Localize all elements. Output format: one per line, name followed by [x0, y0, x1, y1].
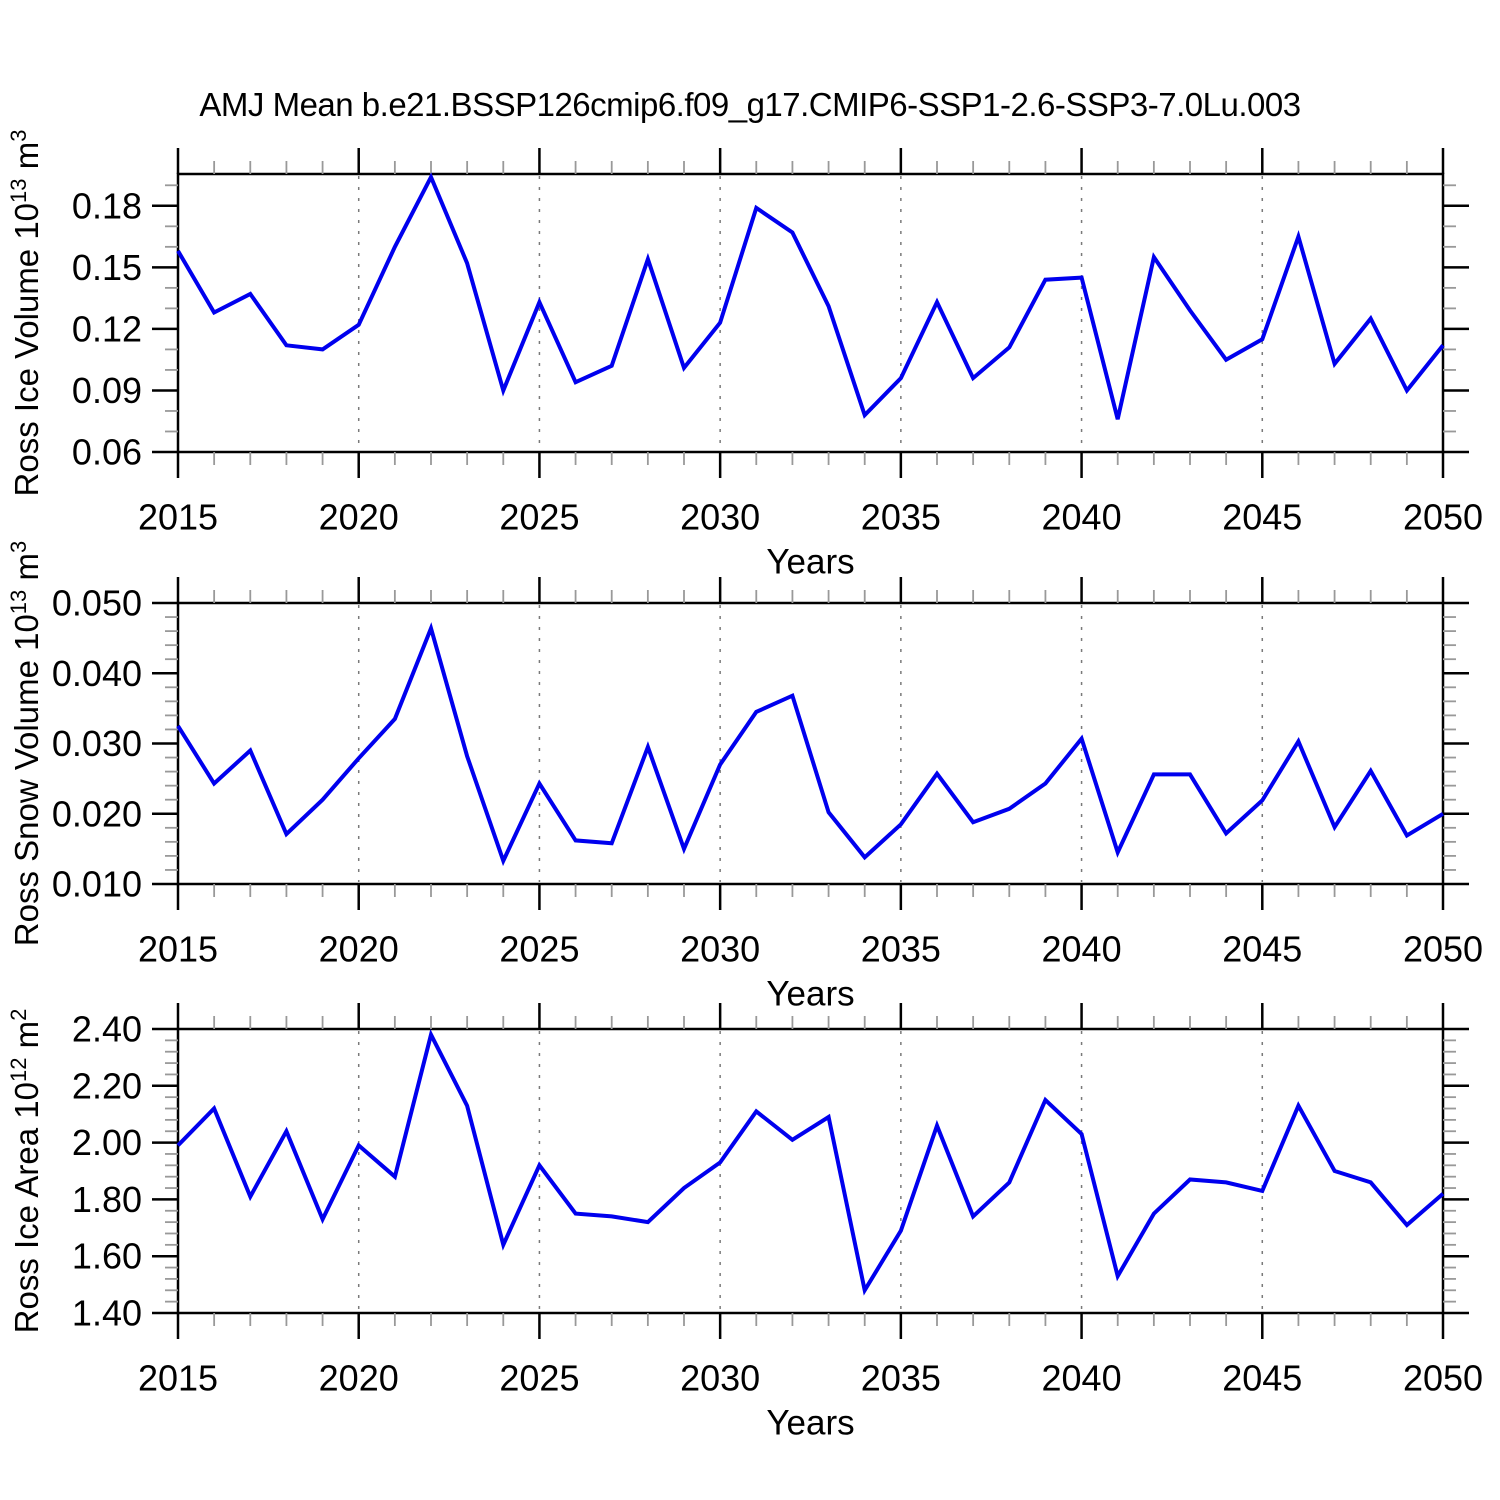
data-line-ross-snow-volume — [176, 622, 1445, 867]
x-tick-label: 2045 — [1222, 929, 1302, 970]
x-tick-label: 2030 — [680, 929, 760, 970]
x-tick-label: 2035 — [861, 497, 941, 538]
x-tick-label: 2035 — [861, 1358, 941, 1399]
x-axis-title: Years — [766, 975, 854, 1014]
y-axis-title: Ross Ice Volume 1013 m3 — [6, 130, 45, 497]
x-tick-label: 2020 — [319, 1358, 399, 1399]
x-tick-label: 2020 — [319, 497, 399, 538]
y-tick-label: 0.06 — [72, 432, 142, 473]
data-line-ross-ice-area — [176, 1029, 1445, 1296]
y-tick-label: 2.40 — [72, 1009, 142, 1050]
y-tick-label: 1.60 — [72, 1236, 142, 1277]
x-tick-label: 2025 — [499, 497, 579, 538]
y-axis-title: Ross Snow Volume 1013 m3 — [6, 541, 45, 946]
plot-frame — [176, 1027, 1445, 1315]
y-tick-label: 0.010 — [52, 864, 142, 905]
figure-title: AMJ Mean b.e21.BSSP126cmip6.f09_g17.CMIP… — [199, 86, 1301, 123]
x-tick-label: 2020 — [319, 929, 399, 970]
x-tick-label: 2015 — [138, 497, 218, 538]
x-tick-label: 2040 — [1042, 497, 1122, 538]
x-tick-label: 2050 — [1403, 1358, 1483, 1399]
x-tick-label: 2035 — [861, 929, 941, 970]
x-tick-label: 2030 — [680, 1358, 760, 1399]
y-tick-label: 0.030 — [52, 723, 142, 764]
x-tick-label: 2040 — [1042, 929, 1122, 970]
x-tick-label: 2045 — [1222, 497, 1302, 538]
plot-frame — [176, 172, 1445, 454]
x-tick-label: 2040 — [1042, 1358, 1122, 1399]
x-tick-label: 2025 — [499, 1358, 579, 1399]
x-axis-title: Years — [766, 543, 854, 582]
x-tick-label: 2045 — [1222, 1358, 1302, 1399]
x-tick-label: 2025 — [499, 929, 579, 970]
y-tick-label: 0.15 — [72, 247, 142, 288]
y-axis-title: Ross Ice Area 1012 m2 — [6, 1009, 45, 1334]
y-tick-label: 0.12 — [72, 308, 142, 349]
y-tick-label: 2.20 — [72, 1065, 142, 1106]
y-tick-label: 0.09 — [72, 370, 142, 411]
x-tick-label: 2050 — [1403, 497, 1483, 538]
y-tick-label: 1.40 — [72, 1293, 142, 1334]
y-tick-label: 0.18 — [72, 185, 142, 226]
y-tick-label: 0.050 — [52, 583, 142, 624]
y-tick-label: 0.020 — [52, 793, 142, 834]
y-tick-label: 1.80 — [72, 1179, 142, 1220]
x-tick-label: 2050 — [1403, 929, 1483, 970]
x-tick-label: 2015 — [138, 929, 218, 970]
x-tick-label: 2030 — [680, 497, 760, 538]
y-tick-label: 2.00 — [72, 1122, 142, 1163]
x-axis-title: Years — [766, 1404, 854, 1443]
plot-frame — [176, 601, 1445, 886]
x-tick-label: 2015 — [138, 1358, 218, 1399]
data-line-ross-ice-volume — [176, 172, 1445, 420]
y-tick-label: 0.040 — [52, 653, 142, 694]
